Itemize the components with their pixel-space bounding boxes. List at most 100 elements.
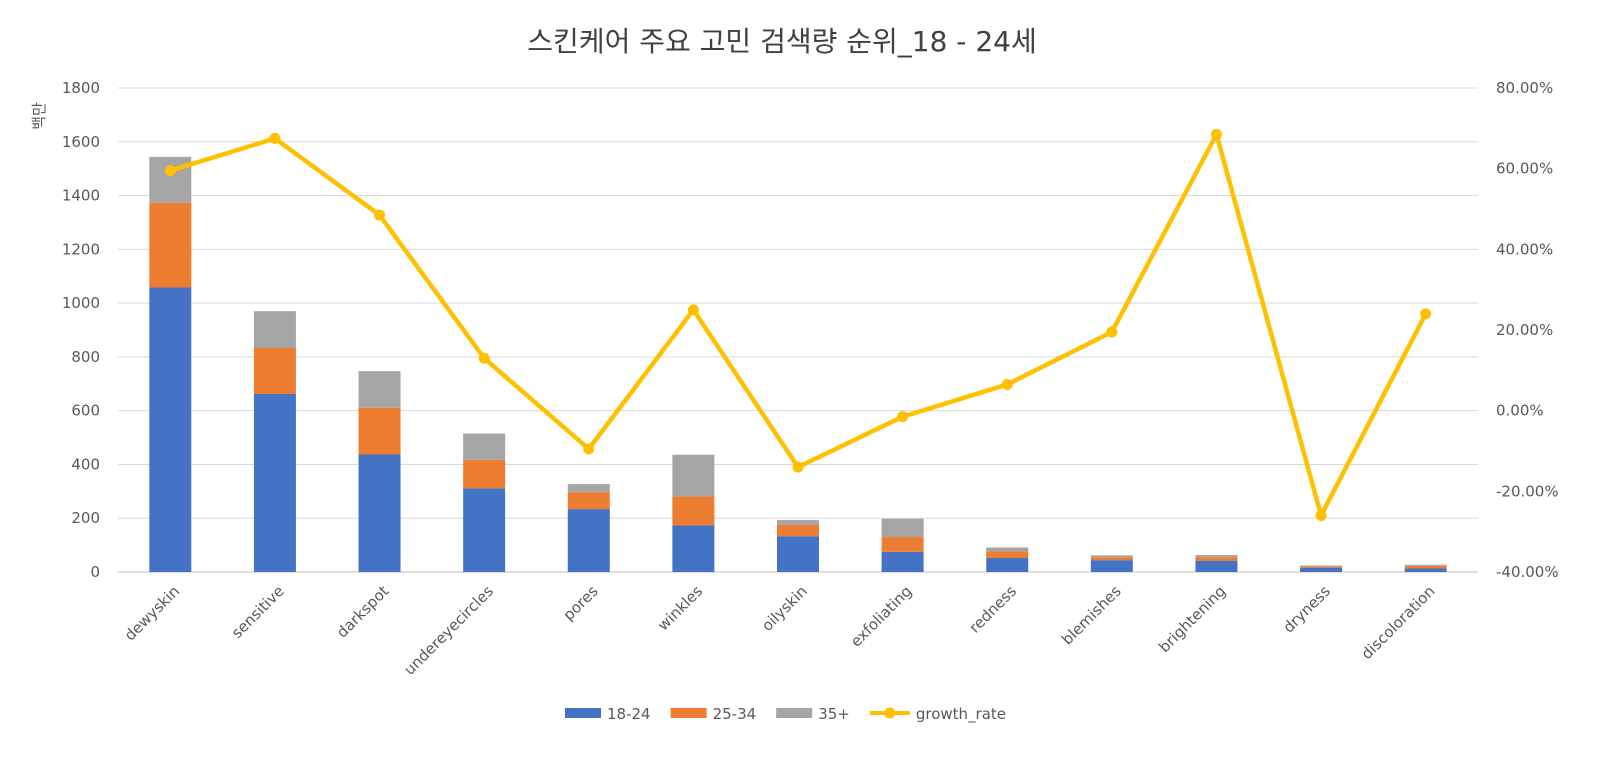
x-tick-label: dewyskin xyxy=(121,582,183,644)
y-axis-ticks: 0 200 400 600 800 1000 1200 1400 1600 1800 xyxy=(62,79,100,581)
y2-tick-label: 40.00% xyxy=(1496,240,1553,258)
bar-35+-pores xyxy=(567,484,610,493)
legend: 18-24 25-34 35+ growth_rate xyxy=(565,705,1006,724)
y-tick-label: 1000 xyxy=(62,294,100,312)
y2-tick-label: 20.00% xyxy=(1496,321,1553,339)
bar-35+-dewyskin xyxy=(149,156,192,203)
y-tick-label: 800 xyxy=(71,348,100,366)
y2-tick-label: 60.00% xyxy=(1496,160,1553,178)
y-tick-label: 600 xyxy=(71,402,100,420)
y-axis-label: 백만 xyxy=(30,102,48,130)
legend-swatch-25-34 xyxy=(670,708,707,718)
growth-rate-point-dewyskin xyxy=(164,165,176,177)
x-tick-label: sensitive xyxy=(228,582,288,642)
y-tick-label: 200 xyxy=(71,509,100,527)
growth-rate-point-redness xyxy=(1001,378,1013,390)
y-tick-label: 1800 xyxy=(62,79,100,97)
y2-tick-label: -20.00% xyxy=(1496,482,1559,500)
bar-35+-blemishes xyxy=(1090,555,1133,558)
x-tick-label: redness xyxy=(966,582,1021,637)
chart-title: 스킨케어 주요 고민 검색량 순위_18 - 24세 xyxy=(527,25,1036,58)
bar-25-34-redness xyxy=(986,551,1029,559)
growth-rate-line xyxy=(164,128,1432,522)
bar-25-34-brightening xyxy=(1195,557,1238,561)
growth-rate-point-undereyecircles xyxy=(478,352,490,364)
bar-35+-discoloration xyxy=(1404,564,1447,566)
bar-35+-undereyecircles xyxy=(463,433,506,460)
growth-rate-point-sensitive xyxy=(269,132,281,144)
bar-35+-brightening xyxy=(1195,555,1238,558)
gridlines xyxy=(118,87,1478,573)
y2-axis-ticks: -40.00% -20.00% 0.00% 20.00% 40.00% 60.00% 80.… xyxy=(1496,79,1559,581)
x-tick-label: blemishes xyxy=(1058,582,1125,649)
bar-18-24-darkspot xyxy=(358,454,401,572)
bar-25-34-exfoliating xyxy=(881,537,924,552)
y-tick-label: 1600 xyxy=(62,133,100,151)
bar-35+-darkspot xyxy=(358,371,401,408)
bar-25-34-undereyecircles xyxy=(463,459,506,489)
bar-25-34-sensitive xyxy=(253,348,296,394)
y2-tick-label: 0.00% xyxy=(1496,402,1544,420)
bar-25-34-blemishes xyxy=(1090,557,1133,561)
growth-rate-point-dryness xyxy=(1315,510,1327,522)
legend-label-35+: 35+ xyxy=(818,705,850,723)
bar-35+-sensitive xyxy=(253,311,296,349)
growth-rate-point-discoloration xyxy=(1420,308,1432,320)
bar-18-24-discoloration xyxy=(1404,568,1447,572)
x-tick-label: darkspot xyxy=(333,582,392,641)
legend-marker-growth-rate xyxy=(884,707,896,719)
bar-25-34-discoloration xyxy=(1404,565,1447,569)
growth-rate-point-winkles xyxy=(687,304,699,316)
bar-35+-oilyskin xyxy=(777,520,819,525)
bar-18-24-dewyskin xyxy=(149,287,192,572)
x-tick-label: discoloration xyxy=(1358,582,1439,663)
x-tick-label: pores xyxy=(559,582,601,624)
x-tick-label: undereyecircles xyxy=(400,582,497,679)
growth-rate-point-brightening xyxy=(1210,128,1222,140)
bar-35+-winkles xyxy=(672,454,715,497)
bar-25-34-oilyskin xyxy=(777,524,819,537)
y-tick-label: 1200 xyxy=(62,240,100,258)
x-tick-label: exfoliating xyxy=(847,582,916,651)
x-axis-ticks: dewyskin sensitive darkspot undereyecircles… xyxy=(121,582,1439,679)
legend-label-growth-rate: growth_rate xyxy=(916,705,1006,724)
y-tick-label: 0 xyxy=(90,563,100,581)
bar-18-24-blemishes xyxy=(1090,560,1133,572)
bar-18-24-undereyecircles xyxy=(463,488,506,572)
legend-label-18-24: 18-24 xyxy=(607,705,651,723)
legend-swatch-18-24 xyxy=(565,708,601,718)
bar-18-24-winkles xyxy=(672,525,715,572)
bar-25-34-pores xyxy=(567,492,610,510)
y2-tick-label: 80.00% xyxy=(1496,79,1553,97)
y-tick-label: 400 xyxy=(71,455,100,473)
legend-label-25-34: 25-34 xyxy=(713,705,757,723)
bar-series xyxy=(149,156,1447,572)
legend-swatch-35+ xyxy=(776,708,813,718)
x-tick-label: dryness xyxy=(1280,582,1335,637)
y2-tick-label: -40.00% xyxy=(1496,563,1559,581)
bar-35+-dryness xyxy=(1300,565,1343,567)
bar-18-24-pores xyxy=(567,509,610,572)
bar-18-24-redness xyxy=(986,558,1029,572)
x-tick-label: winkles xyxy=(654,582,706,634)
bar-18-24-brightening xyxy=(1195,560,1238,572)
growth-rate-point-oilyskin xyxy=(792,461,804,473)
bar-18-24-exfoliating xyxy=(881,551,924,572)
growth-rate-point-darkspot xyxy=(374,209,386,221)
bar-25-34-winkles xyxy=(672,496,715,526)
bar-25-34-darkspot xyxy=(358,407,401,455)
bar-35+-exfoliating xyxy=(881,518,924,538)
bar-25-34-dryness xyxy=(1300,566,1343,568)
x-tick-label: brightening xyxy=(1155,582,1229,656)
bar-25-34-dewyskin xyxy=(149,202,192,288)
y-tick-label: 1400 xyxy=(62,187,100,205)
bar-18-24-sensitive xyxy=(253,393,296,572)
bar-18-24-dryness xyxy=(1300,567,1343,572)
growth-rate-point-blemishes xyxy=(1106,326,1118,338)
growth-rate-point-pores xyxy=(583,443,595,455)
growth-rate-point-exfoliating xyxy=(897,411,909,423)
bar-35+-redness xyxy=(986,547,1029,552)
bar-18-24-oilyskin xyxy=(777,536,819,572)
